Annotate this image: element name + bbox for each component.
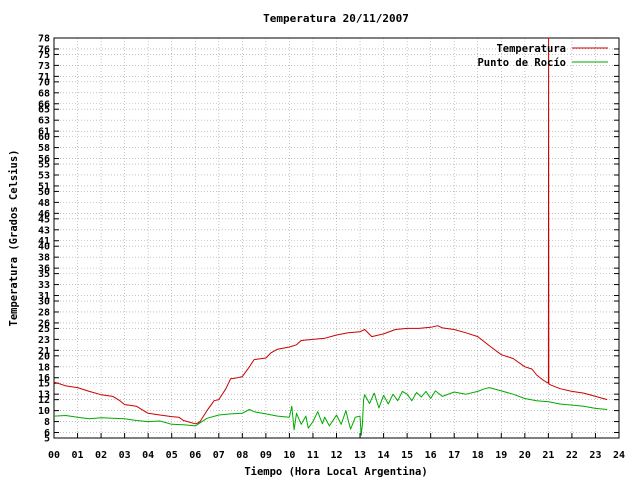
y-tick-label: 6	[44, 428, 50, 439]
x-tick-label: 08	[236, 450, 248, 461]
y-tick-label: 78	[38, 34, 50, 45]
y-tick-label: 21	[38, 346, 50, 357]
x-axis-label: Tiempo (Hora Local Argentina)	[244, 466, 427, 478]
y-tick-label: 15	[38, 379, 50, 390]
x-tick-label: 19	[495, 450, 507, 461]
x-tick-label: 10	[283, 450, 295, 461]
y-tick-label: 38	[38, 253, 50, 264]
x-tick-label: 05	[166, 450, 178, 461]
x-tick-label: 01	[72, 450, 84, 461]
y-tick-label: 25	[38, 324, 50, 335]
chart-grid	[54, 38, 619, 438]
y-tick-label: 58	[38, 143, 50, 154]
y-tick-label: 8	[44, 417, 50, 428]
x-tick-label: 16	[425, 450, 437, 461]
x-tick-label: 06	[189, 450, 201, 461]
x-tick-label: 20	[519, 450, 531, 461]
y-tick-label: 26	[38, 318, 50, 329]
y-tick-label: 68	[38, 88, 50, 99]
y-tick-label: 61	[38, 127, 50, 138]
y-tick-label: 70	[38, 77, 50, 88]
x-tick-label: 13	[354, 450, 366, 461]
legend-label: Punto de Rocío	[477, 57, 566, 69]
x-tick-label: 02	[95, 450, 107, 461]
y-tick-label: 12	[38, 395, 50, 406]
y-tick-label: 36	[38, 264, 50, 275]
y-tick-label: 43	[38, 225, 50, 236]
x-tick-label: 18	[472, 450, 484, 461]
x-tick-label: 14	[378, 450, 390, 461]
y-tick-label: 60	[38, 132, 50, 143]
y-tick-label: 5	[44, 434, 50, 445]
y-tick-label: 48	[38, 198, 50, 209]
y-axis-label: Temperatura (Grados Celsius)	[8, 149, 20, 326]
x-tick-label: 23	[589, 450, 601, 461]
x-tick-label: 04	[142, 450, 154, 461]
legend: Temperatura Punto de Rocío	[477, 43, 608, 69]
y-tick-label: 51	[38, 181, 50, 192]
y-tick-label: 20	[38, 351, 50, 362]
y-axis: 5681012131516182021232526283031333536384…	[38, 34, 619, 445]
y-tick-label: 16	[38, 373, 50, 384]
y-tick-label: 71	[38, 72, 50, 83]
x-tick-label: 00	[48, 450, 60, 461]
y-tick-label: 73	[38, 61, 50, 72]
y-tick-label: 65	[38, 105, 50, 116]
x-tick-label: 17	[448, 450, 460, 461]
y-tick-label: 46	[38, 209, 50, 220]
x-tick-label: 03	[119, 450, 131, 461]
y-tick-label: 31	[38, 291, 50, 302]
y-tick-label: 23	[38, 335, 50, 346]
y-tick-label: 56	[38, 154, 50, 165]
y-tick-label: 33	[38, 280, 50, 291]
y-tick-label: 45	[38, 214, 50, 225]
y-tick-label: 18	[38, 362, 50, 373]
y-tick-label: 75	[38, 50, 50, 61]
x-tick-label: 09	[260, 450, 272, 461]
y-tick-label: 28	[38, 307, 50, 318]
x-tick-label: 12	[330, 450, 342, 461]
y-tick-label: 53	[38, 170, 50, 181]
x-tick-label: 07	[213, 450, 225, 461]
x-axis: 00 01 02 03 04 05 06 07 08 09 10 11 12 13 14 15 16 17 18 19…	[48, 433, 625, 461]
y-tick-label: 10	[38, 406, 50, 417]
chart-title: Temperatura 20/11/2007	[263, 12, 409, 25]
y-tick-label: 41	[38, 236, 50, 247]
y-tick-label: 35	[38, 269, 50, 280]
x-tick-label: 15	[401, 450, 413, 461]
y-tick-label: 50	[38, 187, 50, 198]
x-tick-label: 22	[566, 450, 578, 461]
y-tick-label: 13	[38, 390, 50, 401]
legend-label: Temperatura	[496, 43, 566, 55]
x-tick-label: 21	[542, 450, 554, 461]
y-tick-label: 76	[38, 44, 50, 55]
x-tick-label: 11	[307, 450, 319, 461]
y-tick-label: 40	[38, 242, 50, 253]
x-tick-label: 24	[613, 450, 625, 461]
y-tick-label: 30	[38, 297, 50, 308]
y-tick-label: 55	[38, 160, 50, 171]
series-group	[53, 37, 608, 436]
series-line-punto-de-rocio	[53, 387, 608, 436]
y-tick-label: 63	[38, 116, 50, 127]
series-line-temperatura	[53, 37, 608, 425]
y-tick-label: 66	[38, 99, 50, 110]
